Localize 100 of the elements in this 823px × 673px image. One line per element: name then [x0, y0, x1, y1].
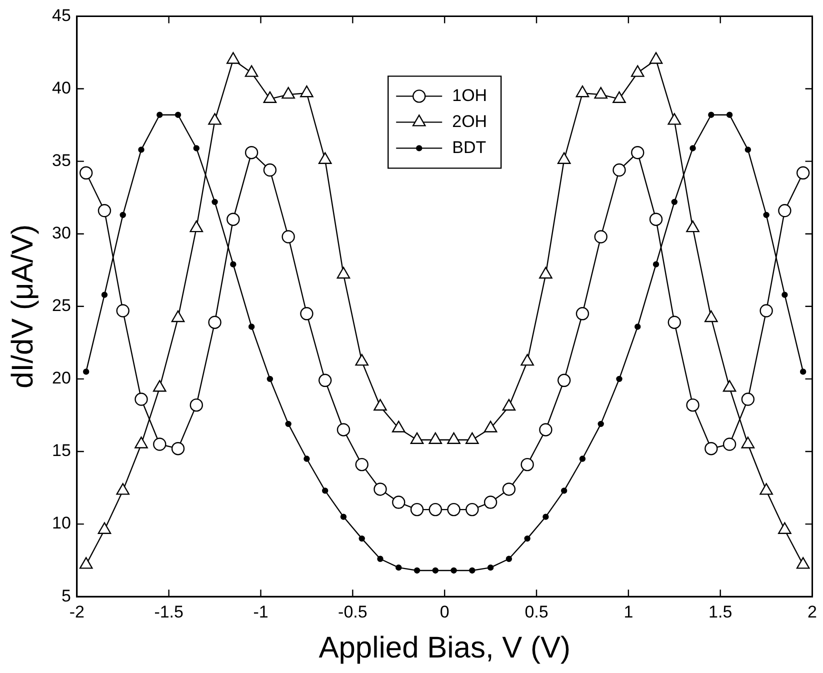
legend-label: 1OH	[452, 86, 488, 105]
point	[282, 86, 295, 99]
point	[539, 266, 552, 279]
point	[542, 514, 549, 520]
y-tick-label: 5	[61, 586, 71, 606]
point	[318, 152, 332, 164]
point	[652, 261, 660, 268]
point	[374, 482, 387, 496]
point	[285, 420, 292, 428]
point	[230, 261, 236, 268]
point	[466, 502, 479, 516]
point	[208, 113, 222, 125]
x-axis-title: Applied Bias, V (V)	[318, 631, 570, 664]
point	[668, 113, 682, 125]
point	[152, 380, 166, 392]
point	[336, 266, 350, 279]
point	[763, 212, 770, 218]
point	[282, 230, 295, 244]
point	[410, 502, 424, 516]
point	[760, 304, 773, 318]
point	[576, 307, 590, 320]
point	[432, 567, 438, 574]
y-tick-label: 45	[52, 6, 71, 25]
point	[726, 112, 733, 118]
point	[120, 212, 126, 218]
point	[539, 423, 552, 436]
point	[263, 163, 277, 177]
point	[594, 230, 608, 244]
x-tick-label: 1.5	[708, 602, 732, 622]
point	[704, 310, 718, 322]
point	[722, 380, 736, 392]
point	[98, 204, 112, 218]
point	[414, 567, 420, 574]
point	[248, 324, 255, 330]
point	[212, 198, 218, 206]
point	[300, 307, 314, 320]
point	[576, 86, 590, 98]
point	[722, 438, 736, 451]
point	[484, 496, 498, 509]
point	[649, 212, 663, 226]
point	[428, 502, 442, 516]
point	[193, 145, 200, 152]
point	[557, 374, 571, 387]
point	[244, 146, 258, 160]
point	[322, 488, 328, 494]
point	[469, 567, 476, 574]
point	[704, 442, 718, 456]
point	[134, 392, 148, 406]
point	[796, 166, 810, 180]
x-tick-label: -1.5	[154, 602, 184, 622]
x-tick-label: 2	[808, 602, 818, 622]
point	[612, 91, 626, 104]
y-axis-title: dI/dV (μA/V)	[6, 224, 40, 388]
point	[686, 398, 700, 412]
x-tick-label: 1	[624, 602, 634, 622]
y-tick-label: 25	[52, 296, 71, 316]
point	[318, 374, 332, 387]
point	[506, 556, 512, 562]
point	[668, 316, 681, 329]
point	[304, 456, 310, 462]
point	[579, 456, 586, 462]
legend-label: BDT	[452, 138, 486, 157]
x-tick-label: 0.5	[524, 602, 548, 622]
point	[80, 166, 93, 180]
point	[594, 86, 608, 99]
point	[226, 52, 240, 64]
point	[778, 204, 792, 218]
point	[263, 91, 277, 104]
point	[153, 438, 166, 451]
x-tick-label: 0	[440, 602, 450, 622]
point	[156, 112, 163, 118]
point	[744, 146, 752, 153]
point	[560, 488, 568, 494]
point	[616, 376, 622, 382]
point	[671, 198, 678, 206]
point	[630, 65, 644, 77]
point	[190, 220, 204, 232]
point	[101, 292, 108, 298]
point	[208, 316, 222, 329]
point	[138, 146, 144, 153]
point	[524, 535, 530, 542]
point	[782, 292, 788, 298]
x-tick-label: -0.5	[338, 602, 368, 622]
y-tick-label: 20	[52, 368, 71, 388]
point	[487, 564, 494, 571]
y-tick-label: 35	[52, 150, 71, 170]
y-tick-label: 40	[52, 78, 71, 98]
point	[631, 146, 644, 160]
point	[612, 163, 626, 177]
point	[116, 304, 130, 318]
legend-label: 2OH	[452, 112, 488, 131]
point	[447, 502, 460, 516]
point	[708, 112, 714, 118]
point	[598, 420, 604, 428]
point	[392, 496, 406, 509]
point	[226, 212, 240, 226]
point	[244, 65, 258, 77]
point	[686, 220, 700, 232]
point	[171, 442, 185, 456]
point	[300, 86, 314, 98]
